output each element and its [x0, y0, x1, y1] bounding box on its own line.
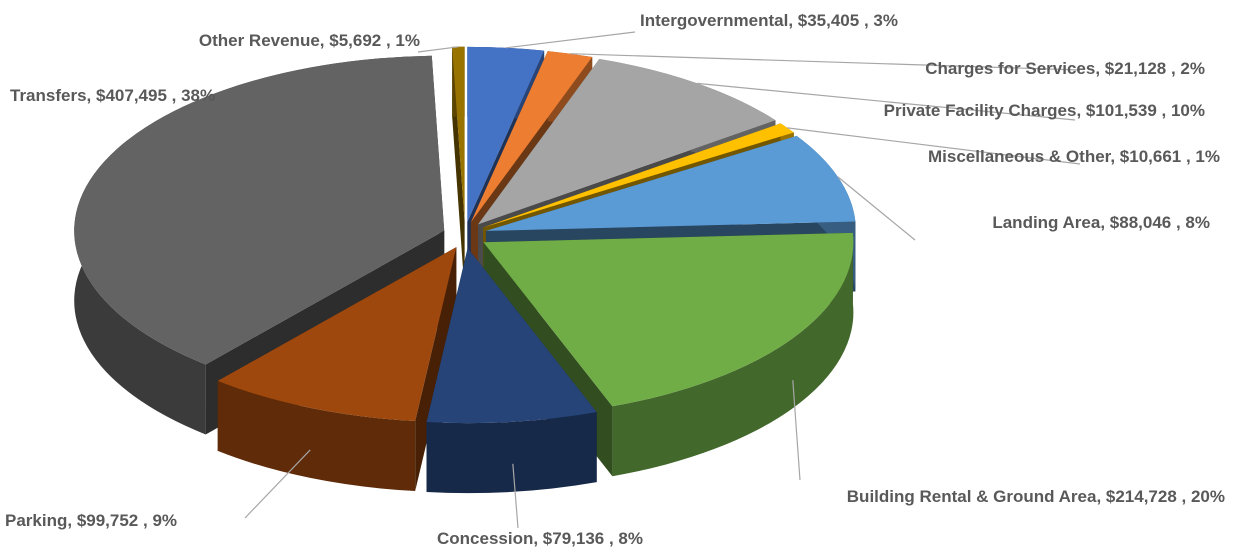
percent-label: 10%: [1171, 101, 1205, 120]
slice: [467, 46, 545, 222]
category-name: Building Rental & Ground Area: [847, 487, 1097, 506]
category-name: Other Revenue: [199, 31, 320, 50]
slice: [217, 247, 457, 422]
slice: [483, 123, 794, 228]
data-label: Intergovernmental, $35,405 , 3%: [640, 11, 898, 30]
slice: [485, 135, 856, 231]
separator: ,: [1177, 487, 1191, 506]
category-name: Miscellaneous & Other: [928, 147, 1112, 166]
category-name: Transfers: [10, 86, 87, 105]
separator: ,: [1095, 59, 1104, 78]
data-label: Building Rental & Ground Area, $214,728 …: [847, 487, 1225, 506]
percent-label: 1%: [1195, 147, 1220, 166]
slice: [426, 248, 597, 424]
leader-line: [417, 46, 459, 53]
leader-line: [505, 31, 636, 49]
category-name: Landing Area: [992, 213, 1101, 232]
value-label: $79,136: [543, 529, 604, 548]
slice-side: [426, 412, 597, 494]
data-label: Transfers, $407,495 , 38%: [10, 86, 215, 105]
percent-label: 8%: [618, 529, 643, 548]
slice: [470, 51, 593, 223]
percent-label: 9%: [152, 511, 177, 530]
category-name: Concession: [437, 529, 533, 548]
separator: ,: [788, 11, 797, 30]
value-label: $88,046: [1110, 213, 1171, 232]
percent-label: 3%: [873, 11, 898, 30]
slice-side: [217, 380, 416, 492]
separator: ,: [1171, 213, 1185, 232]
leader-line: [787, 127, 1081, 165]
slice: [478, 59, 776, 225]
percent-label: 8%: [1185, 213, 1210, 232]
data-label: Landing Area, $88,046 , 8%: [992, 213, 1210, 232]
percent-label: 1%: [395, 31, 420, 50]
data-label: Other Revenue, $5,692 , 1%: [199, 31, 420, 50]
separator: ,: [87, 86, 96, 105]
category-name: Private Facility Charges: [884, 101, 1077, 120]
percent-label: 2%: [1180, 59, 1205, 78]
value-label: $21,128: [1105, 59, 1166, 78]
value-label: $10,661: [1120, 147, 1181, 166]
slice: [452, 46, 465, 222]
separator: ,: [1166, 59, 1180, 78]
percent-label: 20%: [1191, 487, 1225, 506]
separator: ,: [1100, 213, 1109, 232]
separator: ,: [1096, 487, 1105, 506]
pie-tops: [74, 46, 856, 424]
slice: [74, 55, 445, 365]
slice: [483, 232, 854, 407]
data-label: Concession, $79,136 , 8%: [437, 529, 643, 548]
separator: ,: [533, 529, 542, 548]
data-label: Charges for Services, $21,128 , 2%: [925, 59, 1205, 78]
value-label: $35,405: [798, 11, 859, 30]
separator: ,: [1181, 147, 1195, 166]
separator: ,: [859, 11, 873, 30]
leader-line: [792, 380, 801, 481]
data-label: Parking, $99,752 , 9%: [5, 511, 177, 530]
leader-line: [244, 449, 311, 519]
leader-line: [697, 82, 1076, 121]
value-label: $99,752: [77, 511, 138, 530]
separator: ,: [67, 511, 76, 530]
separator: ,: [381, 31, 395, 50]
separator: ,: [1157, 101, 1171, 120]
leader-line: [512, 463, 519, 529]
category-name: Parking: [5, 511, 67, 530]
separator: ,: [138, 511, 152, 530]
value-label: $101,539: [1086, 101, 1157, 120]
value-label: $5,692: [329, 31, 381, 50]
value-label: $214,728: [1106, 487, 1177, 506]
separator: ,: [167, 86, 181, 105]
data-label: Miscellaneous & Other, $10,661 , 1%: [928, 147, 1220, 166]
separator: ,: [1110, 147, 1119, 166]
leader-line: [837, 176, 916, 241]
separator: ,: [604, 529, 618, 548]
separator: ,: [1076, 101, 1085, 120]
category-name: Charges for Services: [925, 59, 1095, 78]
leader-line: [570, 53, 1081, 71]
value-label: $407,495: [96, 86, 167, 105]
slice-side: [612, 232, 854, 477]
data-label: Private Facility Charges, $101,539 , 10%: [884, 101, 1205, 120]
category-name: Intergovernmental: [640, 11, 788, 30]
percent-label: 38%: [181, 86, 215, 105]
separator: ,: [320, 31, 329, 50]
